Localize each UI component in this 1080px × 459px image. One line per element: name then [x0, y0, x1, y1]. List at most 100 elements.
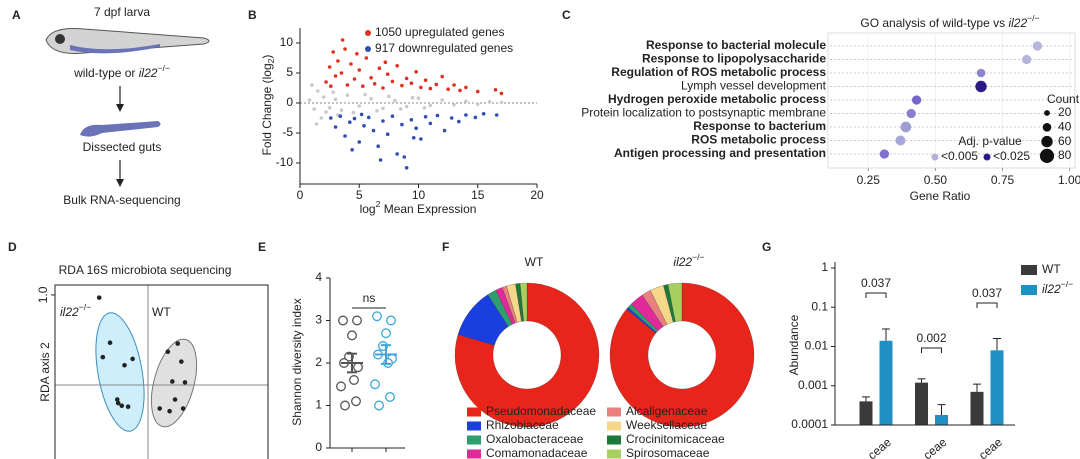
panel-label: F	[442, 240, 449, 254]
dissected-gut	[80, 121, 161, 137]
sample-point	[175, 341, 181, 346]
color-legend-marker	[983, 153, 991, 161]
x-tick-label: 0.25	[857, 173, 881, 187]
x-tick-label: 15	[471, 188, 485, 202]
bar	[915, 382, 928, 425]
gene-point	[499, 100, 504, 105]
p-value-label: 0.037	[861, 276, 891, 290]
term-dot	[911, 95, 922, 105]
gene-point	[423, 78, 428, 82]
gene-point	[446, 87, 450, 91]
gene-point	[440, 98, 445, 102]
y-axis-label: Shannon diversity index	[290, 298, 304, 425]
gene-point	[340, 38, 345, 42]
gene-point	[363, 92, 367, 97]
sample-point	[96, 295, 102, 300]
y-tick-label: -5	[282, 125, 293, 139]
color-legend-marker	[931, 153, 939, 161]
donut-title: il22−/−	[673, 252, 704, 269]
size-legend-label: 40	[1058, 119, 1072, 133]
x-tick-label: ceae	[865, 435, 894, 459]
gene-point	[473, 115, 478, 120]
gene-point	[357, 140, 362, 144]
sample-point	[179, 359, 184, 364]
gene-point	[315, 89, 320, 93]
x-axis-label: log2 Mean Expression	[360, 199, 477, 216]
sample-point	[170, 379, 175, 384]
y-axis-label: Fold Change (log2)	[260, 55, 276, 156]
term-label: Regulation of ROS metabolic process	[611, 65, 826, 79]
gene-point	[395, 64, 399, 68]
sample-point	[385, 392, 395, 402]
gene-point	[350, 148, 354, 152]
gene-point	[329, 84, 333, 88]
sample-point	[372, 311, 382, 322]
chart-title: GO analysis of wild-type vs il22−/−	[860, 13, 1039, 30]
text-part: il22	[139, 66, 158, 80]
legend-swatch	[1021, 285, 1037, 295]
gene-point	[319, 116, 324, 120]
legend-swatch	[1021, 265, 1037, 275]
sample-point	[157, 406, 162, 411]
term-dot	[975, 80, 987, 93]
x-tick-label: 0	[297, 188, 304, 202]
donut-title: WT	[525, 255, 544, 269]
gene-point	[381, 119, 385, 123]
gene-point	[333, 74, 338, 78]
step-label: Dissected guts	[83, 140, 162, 154]
sample-point	[370, 379, 380, 390]
gene-point	[404, 76, 409, 81]
term-dot	[976, 68, 986, 78]
text-part: il22	[60, 305, 79, 319]
sample-point	[336, 381, 346, 392]
color-legend-title: Adj. p-value	[958, 134, 1022, 148]
gene-point	[355, 52, 359, 56]
gene-point	[409, 81, 414, 85]
term-label: Response to bacterium	[693, 119, 826, 133]
gene-point	[456, 119, 461, 124]
gene-point	[324, 80, 328, 84]
panel-label: G	[762, 240, 771, 254]
color-legend-label: <0.025	[993, 149, 1030, 163]
text-part: GO analysis of wild-type vs	[860, 16, 1008, 30]
gene-point	[352, 116, 357, 121]
gene-point	[377, 66, 382, 70]
y-tick-label: 0	[286, 95, 293, 109]
gene-point	[376, 144, 381, 148]
sample-point	[374, 400, 384, 411]
plot-frame	[54, 284, 269, 459]
gene-point	[329, 116, 333, 120]
assay-label: Bulk RNA-sequencing	[63, 193, 180, 207]
legend-swatch	[467, 421, 481, 431]
gene-point	[359, 112, 364, 117]
bar	[970, 391, 984, 425]
legend-label: 1050 upregulated genes	[375, 25, 504, 39]
legend-label: Weeksellaceae	[626, 418, 707, 432]
legend-label: Comamonadaceae	[486, 446, 588, 459]
legend-marker	[365, 46, 371, 52]
term-dot	[1032, 41, 1043, 51]
gene-point	[458, 88, 462, 93]
y-tick-label: 4	[315, 270, 322, 284]
term-label: Hydrogen peroxide metabolic process	[608, 92, 826, 106]
axis	[834, 262, 1015, 426]
x-tick-label: ceae	[976, 435, 1005, 459]
y-axis-label: RDA axis 2	[38, 342, 52, 402]
gene-point	[383, 60, 388, 64]
sample-point	[130, 356, 135, 362]
text-part: il22	[1008, 16, 1027, 30]
sample-point	[347, 330, 357, 341]
gene-point	[351, 110, 356, 115]
size-legend-title: Count	[1047, 92, 1080, 106]
gene-point	[338, 114, 343, 118]
gene-point	[416, 96, 421, 100]
gene-point	[398, 107, 403, 111]
sample-point	[114, 397, 120, 402]
sample-point	[180, 406, 186, 411]
y-tick-label: 2	[315, 355, 322, 369]
text-part: WT	[525, 255, 544, 269]
legend-label: 917 downregulated genes	[375, 41, 513, 55]
gene-point	[464, 113, 468, 117]
text-part: Fold Change (log	[260, 63, 274, 155]
